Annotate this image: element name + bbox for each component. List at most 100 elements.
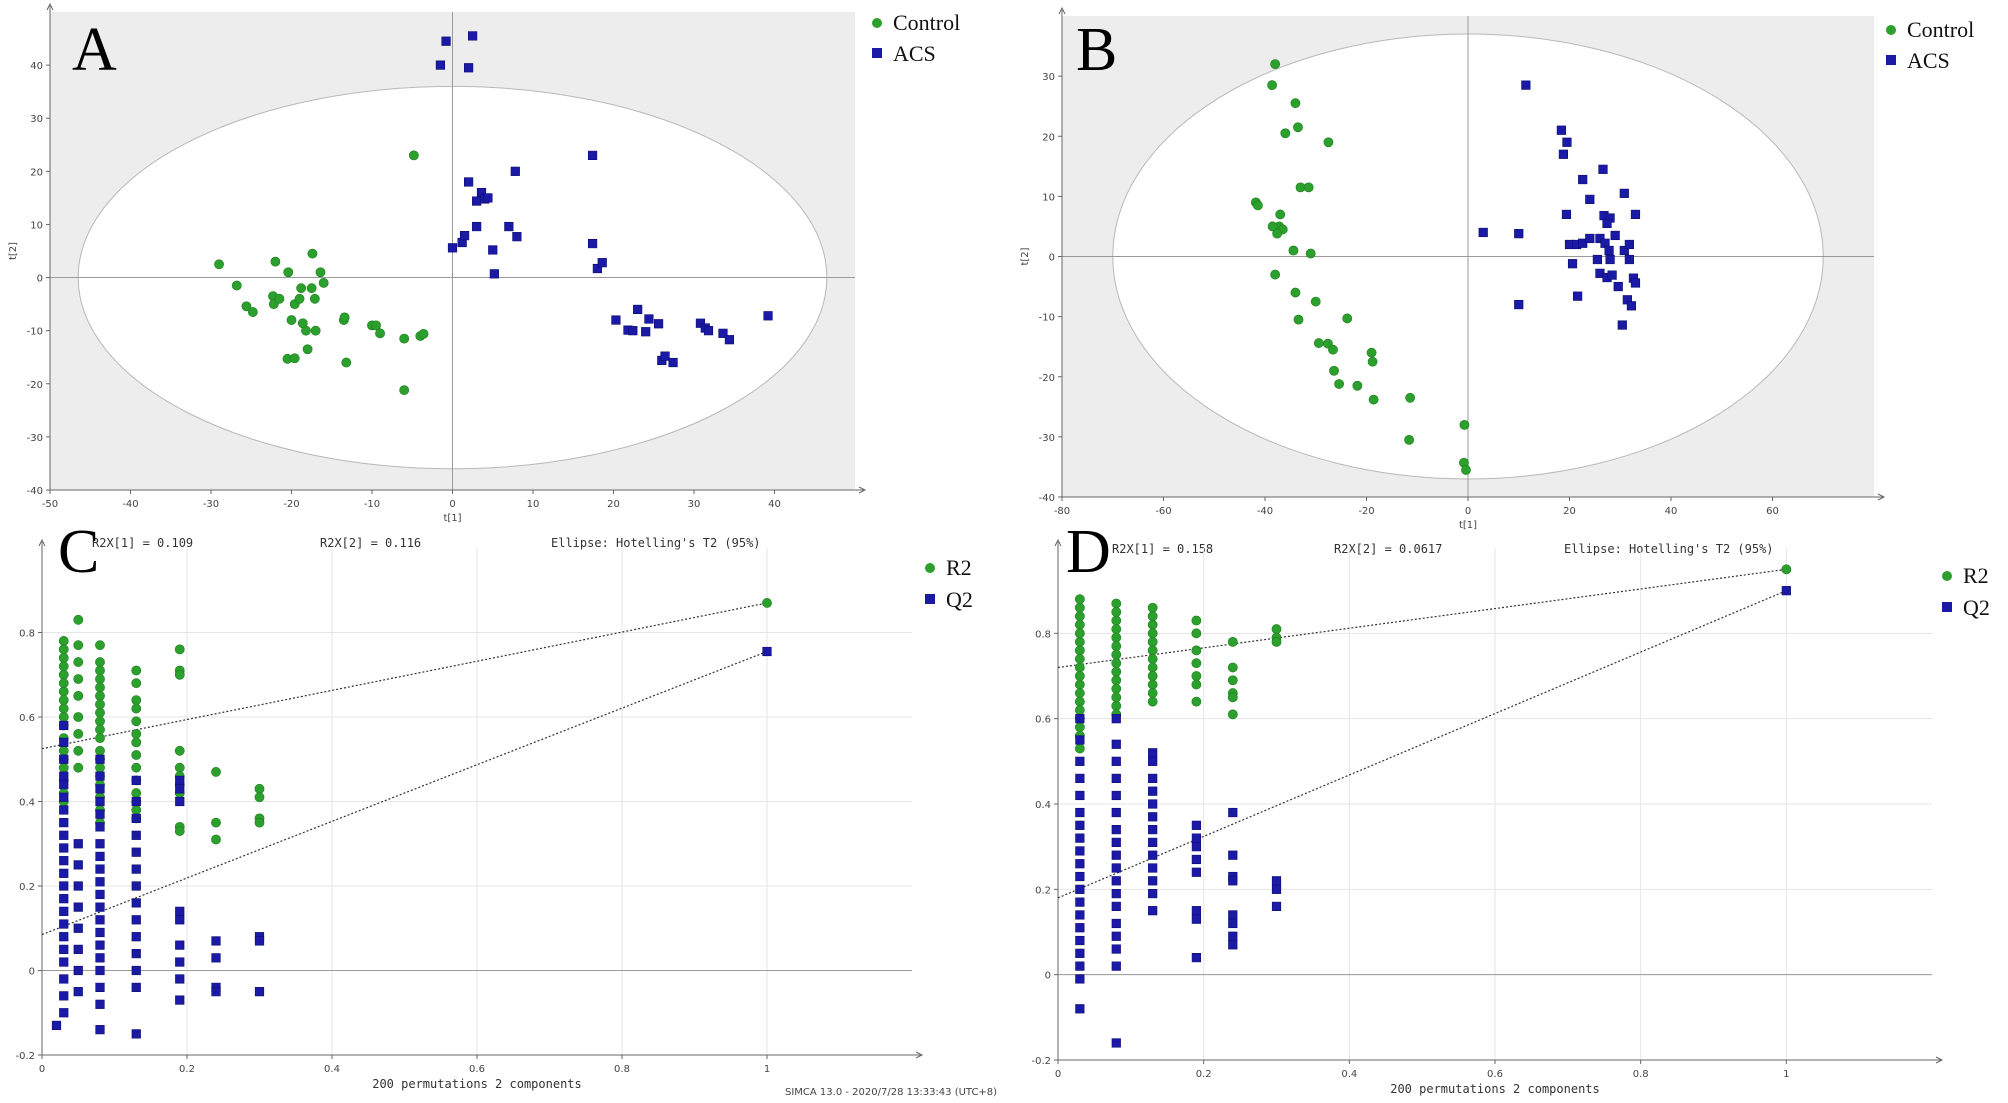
data-point-q2: [1111, 807, 1121, 818]
data-point-q2: [59, 881, 69, 891]
y-tick-label: 10: [1042, 192, 1055, 203]
data-point-q2: [59, 754, 69, 764]
y-tick-label: 0.4: [1035, 800, 1051, 811]
panel-b-legend: Control ACS: [1886, 17, 1974, 73]
x-tick-label: 0.2: [1196, 1069, 1212, 1080]
y-tick-label: -10: [27, 327, 43, 338]
data-point-acs: [441, 36, 451, 46]
data-point-acs: [1578, 174, 1588, 185]
data-point-q2: [131, 915, 141, 925]
data-point-acs: [1602, 218, 1612, 229]
data-point-r2: [131, 762, 142, 773]
data-point-r2: [1111, 598, 1122, 609]
data-point-control: [302, 344, 313, 355]
data-point-q2: [131, 948, 141, 959]
data-point-acs: [1619, 245, 1629, 256]
data-point-control: [1270, 269, 1281, 280]
data-point-r2: [1147, 662, 1158, 673]
legend-control-label: Control: [893, 10, 960, 35]
regression-line-r2: [41, 602, 768, 750]
data-point-r2: [1781, 564, 1792, 575]
panel-b-r2x2: R2X[2] = 0.0617: [1334, 542, 1442, 556]
y-axis-label: t[2]: [1020, 247, 1031, 265]
data-point-q2: [131, 881, 141, 891]
data-point-acs: [633, 304, 643, 315]
legend-acs-label: ACS: [1907, 48, 1950, 73]
data-point-control: [341, 357, 352, 368]
data-point-r2: [1074, 645, 1085, 656]
data-point-q2: [1191, 906, 1201, 916]
data-point-r2: [1147, 679, 1158, 690]
data-point-q2: [73, 881, 83, 891]
data-point-q2: [1075, 961, 1085, 971]
legend-control-marker: [1886, 25, 1896, 35]
data-point-q2: [131, 864, 141, 874]
data-point-q2: [59, 932, 69, 942]
data-point-r2: [1147, 671, 1158, 681]
data-point-acs: [1573, 291, 1583, 301]
data-point-control: [247, 307, 258, 317]
x-tick-label: 0: [1055, 1069, 1061, 1080]
data-point-q2: [1271, 884, 1282, 894]
data-point-q2: [1148, 906, 1158, 916]
data-point-q2: [1781, 586, 1791, 596]
legend-r2-label: R2: [946, 555, 972, 580]
data-point-control: [296, 283, 307, 294]
data-point-q2: [1228, 850, 1238, 860]
data-point-control: [294, 293, 305, 304]
data-point-control: [1328, 344, 1338, 355]
x-tick-label: 1: [1783, 1069, 1789, 1080]
data-point-q2: [1111, 850, 1121, 860]
data-point-r2: [58, 661, 69, 672]
data-point-control: [375, 328, 385, 339]
data-point-control: [1267, 221, 1278, 232]
data-point-q2: [1075, 910, 1085, 920]
data-point-q2: [175, 995, 185, 1005]
data-point-q2: [1191, 914, 1201, 924]
data-point-control: [1323, 137, 1334, 148]
data-point-q2: [1228, 931, 1238, 941]
data-point-r2: [1191, 645, 1202, 656]
data-point-r2: [131, 665, 142, 676]
data-point-q2: [1228, 807, 1238, 818]
data-point-control: [1461, 465, 1471, 475]
x-tick-label: 0.8: [614, 1064, 630, 1075]
data-point-q2: [1148, 786, 1158, 796]
data-point-q2: [59, 974, 69, 984]
data-point-control: [1252, 200, 1263, 211]
data-point-acs: [1521, 80, 1531, 90]
data-point-r2: [73, 728, 84, 739]
data-point-r2: [1111, 615, 1122, 626]
data-point-acs: [1556, 125, 1566, 135]
data-point-q2: [95, 902, 105, 912]
data-point-r2: [95, 762, 105, 773]
data-point-acs: [703, 326, 714, 336]
data-point-acs: [489, 269, 499, 279]
data-point-acs: [718, 328, 728, 338]
data-point-control: [1303, 182, 1314, 193]
x-tick-label: 0.8: [1633, 1069, 1649, 1080]
data-point-acs: [504, 221, 514, 232]
y-tick-label: 0.2: [19, 882, 35, 893]
data-point-q2: [131, 796, 141, 807]
data-point-q2: [131, 775, 141, 785]
data-point-acs: [695, 318, 706, 328]
data-point-acs: [472, 221, 482, 232]
data-point-r2: [254, 792, 265, 803]
data-point-q2: [59, 720, 69, 731]
data-point-q2: [95, 809, 105, 819]
data-point-q2: [1148, 837, 1158, 848]
data-point-acs: [1604, 245, 1614, 256]
data-point-control: [1270, 59, 1281, 69]
data-point-q2: [1111, 918, 1121, 929]
data-point-control: [339, 312, 350, 323]
panel-d-legend: R2 Q2: [1942, 563, 1990, 620]
x-tick-label: -30: [203, 499, 219, 510]
data-point-acs: [1624, 254, 1634, 265]
x-tick-label: -20: [1358, 506, 1374, 517]
data-point-r2: [1147, 611, 1158, 622]
data-point-acs: [1624, 239, 1634, 250]
data-point-r2: [1147, 645, 1158, 656]
y-tick-label: 30: [30, 114, 43, 125]
data-point-acs: [1514, 299, 1524, 310]
